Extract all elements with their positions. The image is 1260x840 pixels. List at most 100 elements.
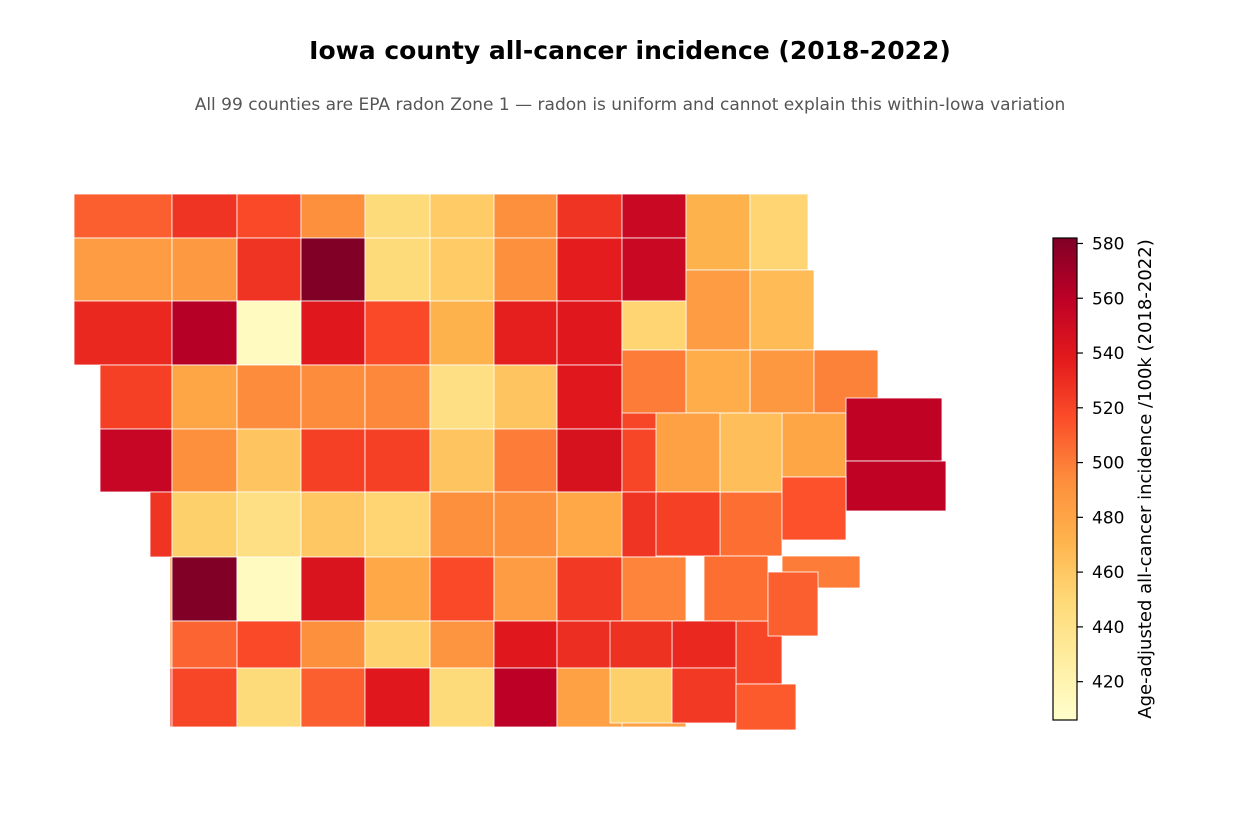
county-polygons	[73, 193, 947, 731]
county	[236, 428, 302, 493]
county	[73, 300, 173, 366]
county	[719, 412, 783, 493]
county	[236, 300, 302, 366]
county	[171, 428, 238, 493]
county	[781, 412, 847, 478]
county	[364, 667, 431, 728]
county	[300, 300, 366, 366]
county	[556, 300, 623, 366]
county	[364, 428, 431, 493]
county	[429, 237, 495, 302]
county	[300, 667, 366, 728]
county	[429, 364, 495, 430]
colorbar-tick-label: 580	[1092, 234, 1124, 254]
county	[236, 491, 302, 558]
county	[149, 491, 173, 558]
map-subtitle: All 99 counties are EPA radon Zone 1 — r…	[194, 95, 1066, 115]
county	[621, 237, 687, 302]
county	[719, 491, 783, 557]
colorbar-gradient	[1052, 237, 1078, 721]
county	[429, 491, 495, 558]
county	[429, 193, 495, 239]
colorbar-tick-label: 540	[1092, 344, 1124, 364]
county	[556, 556, 623, 622]
county	[655, 412, 721, 493]
county	[300, 428, 366, 493]
county	[493, 428, 558, 493]
county	[171, 620, 238, 669]
county	[493, 364, 558, 430]
county	[556, 237, 623, 302]
county	[99, 364, 173, 430]
county	[493, 193, 558, 239]
county	[703, 555, 769, 622]
county	[493, 300, 558, 366]
county	[171, 556, 238, 622]
county	[609, 667, 673, 724]
county	[493, 667, 558, 728]
colorbar-tick-label: 420	[1092, 673, 1124, 693]
county	[671, 667, 737, 724]
county	[236, 556, 302, 622]
county	[171, 237, 238, 302]
county	[429, 667, 495, 728]
county	[556, 193, 623, 239]
county	[300, 237, 366, 302]
county	[429, 300, 495, 366]
county	[749, 193, 809, 271]
county	[621, 300, 687, 351]
county	[364, 556, 431, 622]
colorbar-tick-label: 480	[1092, 508, 1124, 528]
colorbar-tick-label: 520	[1092, 399, 1124, 419]
county	[767, 571, 819, 637]
county	[300, 364, 366, 430]
county	[300, 491, 366, 558]
county	[364, 300, 431, 366]
county	[493, 556, 558, 622]
county	[364, 237, 431, 302]
county	[429, 428, 495, 493]
county	[685, 193, 751, 271]
county	[99, 428, 173, 493]
county	[609, 620, 673, 669]
colorbar-tick-label: 460	[1092, 563, 1124, 583]
county	[171, 491, 238, 558]
county	[364, 491, 431, 558]
county	[671, 620, 737, 669]
county	[171, 193, 238, 239]
county	[735, 683, 797, 731]
county	[364, 364, 431, 430]
county	[621, 556, 687, 622]
county	[300, 193, 366, 239]
county	[749, 269, 815, 351]
county	[556, 491, 623, 558]
county	[236, 620, 302, 669]
county	[556, 428, 623, 493]
county	[655, 491, 721, 557]
county	[171, 300, 238, 366]
county	[493, 620, 558, 669]
county	[749, 349, 815, 414]
county	[493, 491, 558, 558]
county	[236, 193, 302, 239]
county	[300, 556, 366, 622]
map-title: Iowa county all-cancer incidence (2018-2…	[309, 36, 951, 65]
county	[685, 349, 751, 414]
county	[781, 476, 847, 541]
county	[364, 193, 431, 239]
county	[493, 237, 558, 302]
county	[236, 667, 302, 728]
county	[685, 269, 751, 351]
colorbar-tick-label: 560	[1092, 289, 1124, 309]
county	[73, 193, 173, 239]
county	[236, 364, 302, 430]
colorbar-label: Age-adjusted all-cancer incidence /100k …	[1135, 239, 1156, 718]
colorbar-tick-label: 500	[1092, 454, 1124, 474]
county	[621, 349, 687, 414]
county	[429, 556, 495, 622]
county	[364, 620, 431, 669]
colorbar-tick-label: 440	[1092, 618, 1124, 638]
county	[845, 460, 947, 512]
county	[621, 193, 687, 239]
